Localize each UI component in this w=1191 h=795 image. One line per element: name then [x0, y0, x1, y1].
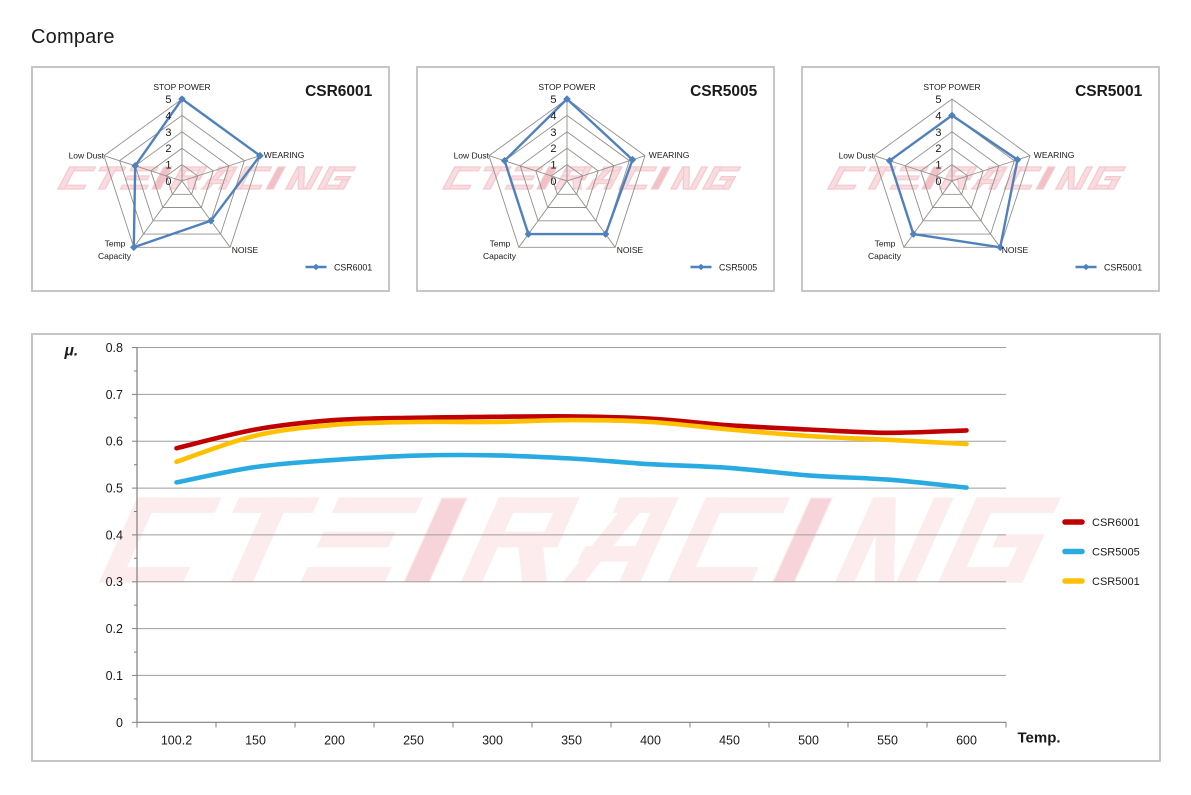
svg-text:NOISE: NOISE — [232, 245, 259, 255]
svg-text:0.5: 0.5 — [106, 482, 123, 496]
svg-text:NOISE: NOISE — [1002, 245, 1029, 255]
svg-text:200: 200 — [324, 734, 345, 748]
svg-text:CSR5005: CSR5005 — [1092, 547, 1140, 559]
svg-text:100.2: 100.2 — [161, 734, 192, 748]
svg-text:600: 600 — [956, 734, 977, 748]
svg-text:2: 2 — [550, 143, 556, 155]
svg-text:3: 3 — [935, 127, 941, 139]
svg-text:550: 550 — [877, 734, 898, 748]
svg-text:0.2: 0.2 — [106, 622, 123, 636]
svg-text:WEARING: WEARING — [264, 150, 305, 160]
svg-text:CSR6001: CSR6001 — [1092, 517, 1140, 529]
svg-text:4: 4 — [935, 110, 941, 122]
svg-text:2: 2 — [935, 143, 941, 155]
svg-text:1: 1 — [165, 160, 171, 172]
svg-text:2: 2 — [165, 143, 171, 155]
svg-text:CSR6001: CSR6001 — [334, 262, 372, 272]
svg-text:3: 3 — [550, 127, 556, 139]
svg-text:150: 150 — [245, 734, 266, 748]
svg-text:CSR5001: CSR5001 — [1104, 262, 1142, 272]
svg-text:400: 400 — [640, 734, 661, 748]
svg-text:0: 0 — [935, 176, 941, 188]
svg-text:0.3: 0.3 — [106, 575, 123, 589]
svg-text:0.1: 0.1 — [106, 669, 123, 683]
svg-text:4: 4 — [550, 110, 556, 122]
svg-text:0.8: 0.8 — [106, 341, 123, 355]
svg-text:1: 1 — [550, 160, 556, 172]
svg-text:WEARING: WEARING — [649, 150, 690, 160]
svg-text:5: 5 — [165, 94, 171, 106]
svg-text:Low Dust: Low Dust — [454, 150, 490, 160]
svg-text:Temp: Temp — [105, 238, 126, 248]
svg-text:Temp.: Temp. — [1018, 729, 1061, 746]
svg-text:5: 5 — [550, 94, 556, 106]
svg-text:STOP POWER: STOP POWER — [923, 82, 980, 92]
svg-text:500: 500 — [798, 734, 819, 748]
svg-text:STOP POWER: STOP POWER — [153, 82, 210, 92]
svg-text:4: 4 — [165, 110, 171, 122]
svg-text:3: 3 — [165, 127, 171, 139]
svg-text:Temp: Temp — [875, 238, 896, 248]
svg-text:350: 350 — [561, 734, 582, 748]
svg-text:Low Dust: Low Dust — [69, 150, 105, 160]
svg-text:0: 0 — [116, 716, 123, 730]
svg-text:WEARING: WEARING — [1034, 150, 1075, 160]
svg-text:STOP POWER: STOP POWER — [538, 82, 595, 92]
svg-text:450: 450 — [719, 734, 740, 748]
svg-text:300: 300 — [482, 734, 503, 748]
svg-text:0.4: 0.4 — [106, 528, 123, 542]
svg-text:CSR5005: CSR5005 — [719, 262, 757, 272]
svg-text:CSR5001: CSR5001 — [1092, 576, 1140, 588]
svg-text:5: 5 — [935, 94, 941, 106]
svg-text:Capacity: Capacity — [868, 251, 902, 261]
svg-text:1: 1 — [935, 160, 941, 172]
svg-text:CSR6001: CSR6001 — [305, 83, 373, 100]
svg-text:0: 0 — [165, 176, 171, 188]
svg-text:CSR5005: CSR5005 — [690, 83, 758, 100]
svg-text:μ.: μ. — [64, 343, 79, 360]
svg-text:Temp: Temp — [490, 238, 511, 248]
svg-text:0: 0 — [550, 176, 556, 188]
svg-text:Capacity: Capacity — [98, 251, 132, 261]
svg-text:CSR5001: CSR5001 — [1075, 83, 1143, 100]
svg-text:0.6: 0.6 — [106, 435, 123, 449]
svg-text:0.7: 0.7 — [106, 388, 123, 402]
svg-text:Capacity: Capacity — [483, 251, 517, 261]
svg-text:Low Dust: Low Dust — [839, 150, 875, 160]
svg-text:250: 250 — [403, 734, 424, 748]
svg-text:NOISE: NOISE — [617, 245, 644, 255]
